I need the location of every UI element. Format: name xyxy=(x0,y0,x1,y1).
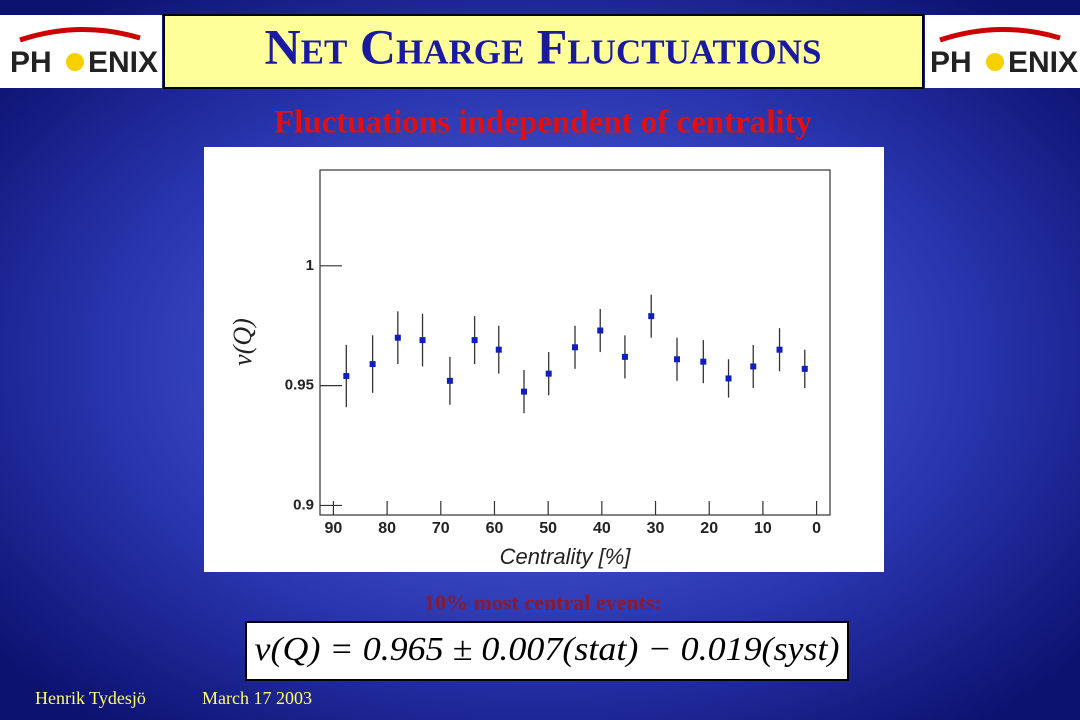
x-tick-label: 10 xyxy=(754,520,772,537)
logo-sun xyxy=(986,53,1004,71)
data-point xyxy=(597,327,604,334)
data-point xyxy=(648,313,655,320)
data-point xyxy=(674,356,680,363)
data-point xyxy=(471,337,478,344)
x-tick-label: 40 xyxy=(593,520,611,537)
slide-title: Net Charge Fluctuations xyxy=(265,18,822,74)
title-box xyxy=(163,14,924,89)
footer-date: March 17 2003 xyxy=(202,688,312,708)
equation-box xyxy=(245,621,849,681)
x-tick-label: 70 xyxy=(432,520,450,537)
logo-text: ENIX xyxy=(1008,46,1078,79)
x-tick-label: 80 xyxy=(378,520,396,537)
data-point xyxy=(419,337,426,344)
logo-right: PH ENIX xyxy=(925,15,1080,88)
logo-swoosh xyxy=(939,27,1061,43)
y-tick-label: 0.9 xyxy=(293,496,314,513)
data-point xyxy=(750,363,757,370)
data-point xyxy=(495,346,502,353)
plot-frame xyxy=(319,169,831,516)
data-point xyxy=(521,388,527,395)
x-tick-label: 90 xyxy=(325,520,343,537)
data-point xyxy=(446,377,453,384)
chart-panel xyxy=(204,147,884,572)
x-tick-label: 60 xyxy=(486,520,504,537)
equation: v(Q) = 0.965 ± 0.007(stat) − 0.019(syst) xyxy=(255,631,840,668)
x-tick-label: 50 xyxy=(539,520,557,537)
data-point xyxy=(572,344,578,351)
y-axis-label: ν(Q) xyxy=(228,318,257,366)
logo-text: PH xyxy=(930,46,972,79)
logo-text: ENIX xyxy=(88,46,158,79)
logo-text: PH xyxy=(10,46,52,79)
data-point xyxy=(725,375,732,382)
subtitle: Fluctuations independent of centrality xyxy=(274,105,813,141)
logo-sun xyxy=(66,53,84,71)
x-tick-label: 20 xyxy=(700,520,718,537)
data-point xyxy=(700,358,707,365)
logo-swoosh xyxy=(19,27,141,43)
data-point xyxy=(801,365,808,372)
y-tick-label: 1 xyxy=(306,257,314,274)
data-point xyxy=(343,373,350,380)
note: 10% most central events: xyxy=(424,590,662,615)
data-point xyxy=(369,361,376,368)
data-point xyxy=(621,353,628,360)
data-point xyxy=(545,370,552,377)
x-tick-label: 0 xyxy=(812,520,821,537)
y-tick-label: 0.95 xyxy=(285,377,314,394)
data-point xyxy=(776,346,783,353)
footer-author: Henrik Tydesjö xyxy=(35,688,146,708)
x-tick-label: 30 xyxy=(647,520,665,537)
data-point xyxy=(394,334,401,341)
x-axis-label: Centrality [%] xyxy=(500,544,632,569)
logo-left: PH ENIX xyxy=(0,15,162,88)
